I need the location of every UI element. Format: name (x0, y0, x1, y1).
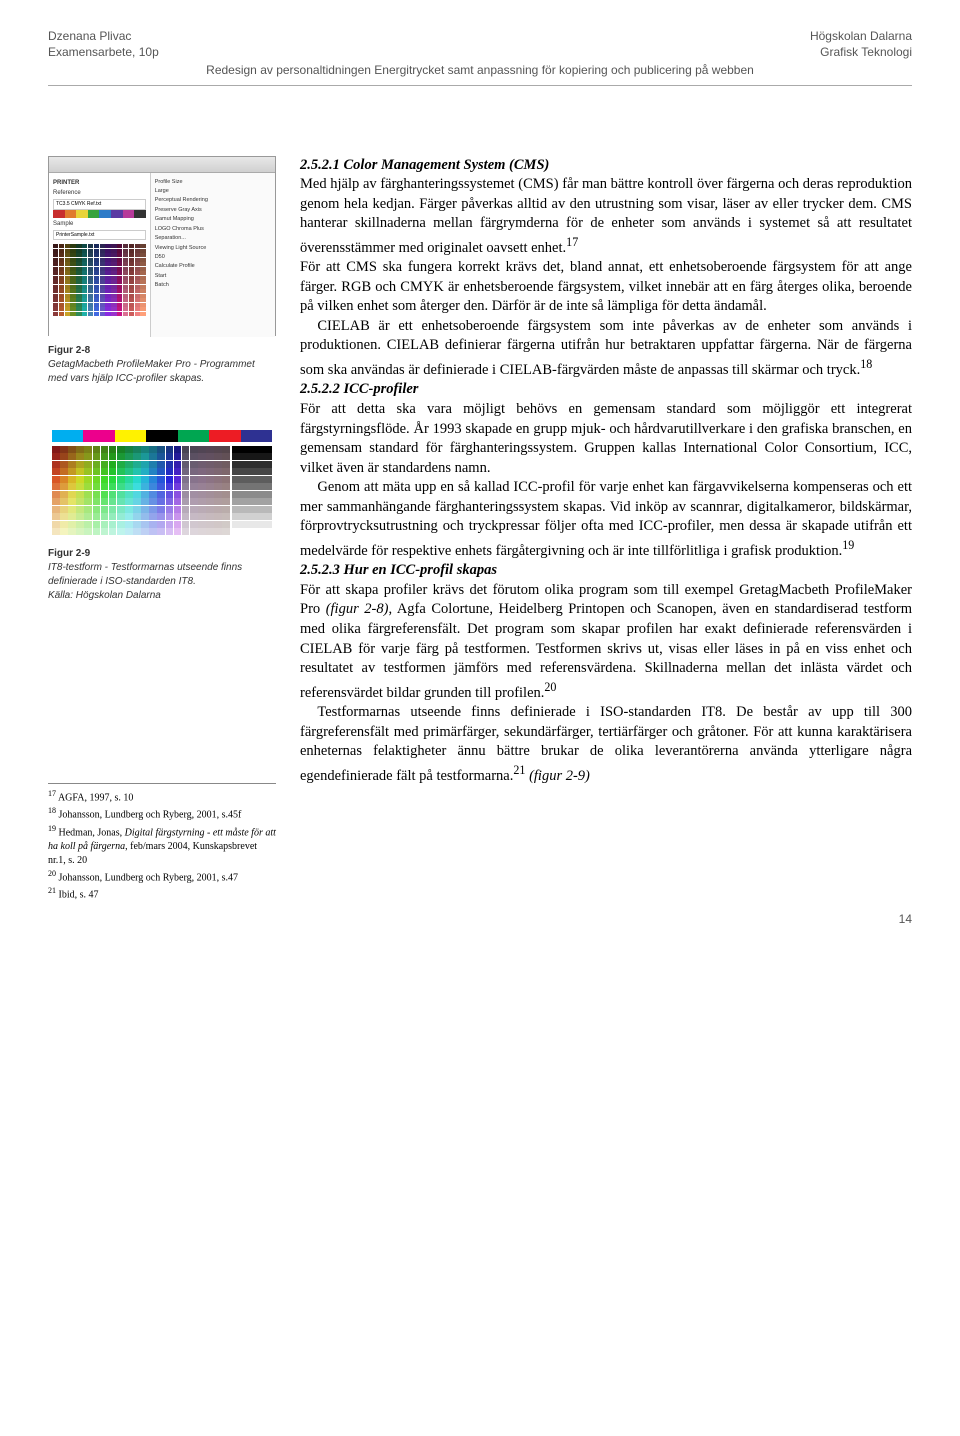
it8-chart (48, 426, 276, 540)
sc-ref-value: TC3.5 CMYK Ref.txt (53, 199, 146, 210)
sup-17: 17 (566, 235, 578, 249)
sec-2522-head: 2.5.2.2 ICC-profiler (300, 380, 912, 400)
fn19a: Hedman, Jonas, (59, 827, 125, 838)
sc-printer-label: PRINTER (53, 179, 146, 187)
header-work: Examensarbete, 10p (48, 44, 159, 60)
fig28-caption: GetagMacbeth ProfileMaker Pro - Programm… (48, 359, 255, 384)
sec-2522-p1: För att detta ska vara möjligt behövs en… (300, 400, 912, 478)
fig29-source: Källa: Högskolan Dalarna (48, 590, 161, 601)
sec-2521-p3: CIELAB är ett enhetsoberoende färgsystem… (300, 318, 912, 378)
sec-2523-p1b: , Agfa Colortune, Heidelberg Printopen o… (300, 601, 912, 700)
sup-21: 21 (513, 763, 525, 777)
sec-2523-figref1: (figur 2-8) (326, 601, 389, 617)
header-dept: Grafisk Teknologi (810, 44, 912, 60)
sidebar: PRINTER Reference TC3.5 CMYK Ref.txt Sam… (48, 156, 276, 903)
figure-2-9: Figur 2-9 IT8-testform - Testformarnas u… (48, 426, 276, 604)
page-number: 14 (48, 911, 912, 927)
figure-2-8: PRINTER Reference TC3.5 CMYK Ref.txt Sam… (48, 156, 276, 386)
header-school: Högskolan Dalarna (810, 28, 912, 44)
sc-ref-label: Reference (53, 189, 146, 197)
sec-2523-figref2: (figur 2-9) (529, 768, 590, 784)
sec-2521-head: 2.5.2.1 Color Management System (CMS) (300, 156, 912, 176)
sup-18: 18 (860, 357, 872, 371)
fig29-label: Figur 2-9 (48, 548, 90, 559)
sec-2523-head: 2.5.2.3 Hur en ICC-profil skapas (300, 561, 912, 581)
fig29-caption: IT8-testform - Testformarnas utseende fi… (48, 562, 242, 587)
footnotes: 17 AGFA, 1997, s. 10 18 Johansson, Lundb… (48, 783, 276, 903)
fig28-label: Figur 2-8 (48, 345, 90, 356)
fn18: Johansson, Lundberg och Ryberg, 2001, s.… (59, 810, 242, 821)
sample-color-grid (53, 244, 146, 308)
main-text: 2.5.2.1 Color Management System (CMS) Me… (300, 156, 912, 903)
sec-2522-p2: Genom att mäta upp en så kallad ICC-prof… (300, 479, 912, 559)
sec-2521-p1: Med hjälp av färghanteringssystemet (CMS… (300, 176, 912, 256)
sec-2523-p2a: Testformarnas utseende finns definierade… (300, 704, 912, 784)
header-title-line: Redesign av personaltidningen Energitryc… (48, 62, 912, 85)
sup-20: 20 (544, 680, 556, 694)
fn21: Ibid, s. 47 (59, 890, 99, 901)
sc-sample-label: Sample (53, 220, 146, 228)
profilemaker-screenshot: PRINTER Reference TC3.5 CMYK Ref.txt Sam… (48, 156, 276, 336)
header-author: Dzenana Plivac (48, 28, 159, 44)
sup-19: 19 (842, 538, 854, 552)
sc-sample-value: PrinterSample.txt (53, 230, 146, 241)
fn20: Johansson, Lundberg och Ryberg, 2001, s.… (59, 872, 239, 883)
sec-2521-p2: För att CMS ska fungera korrekt krävs de… (300, 258, 912, 317)
fn17: AGFA, 1997, s. 10 (58, 792, 133, 803)
